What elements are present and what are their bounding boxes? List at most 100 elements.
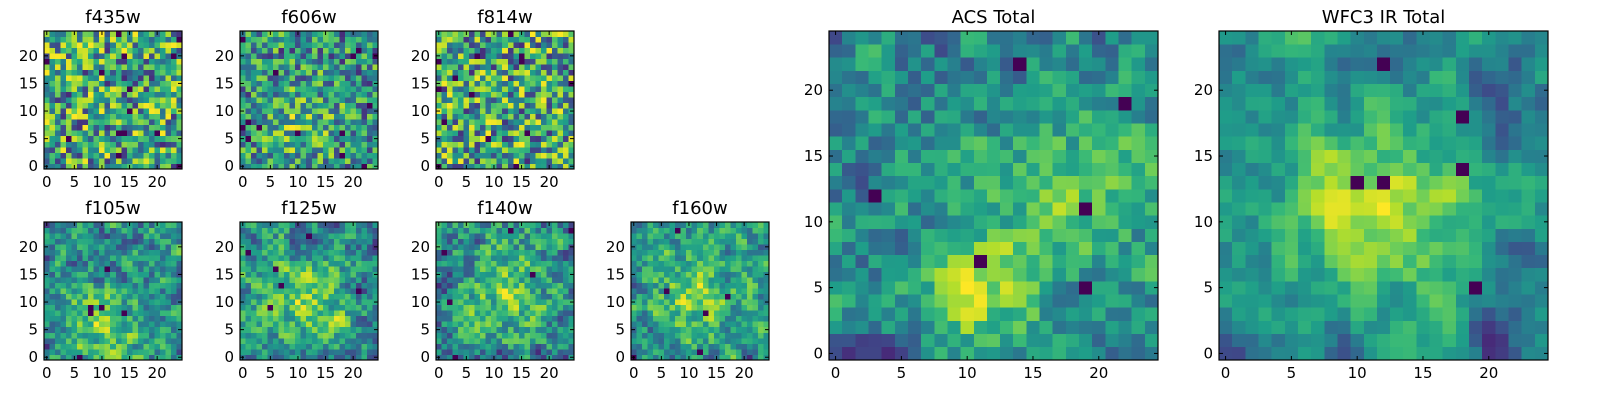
heatmap-cell — [137, 304, 144, 311]
heatmap-cell — [267, 304, 274, 311]
heatmap-cell — [99, 277, 106, 284]
heatmap-cell — [752, 282, 759, 289]
heatmap-cell — [447, 354, 453, 361]
heatmap-cell — [99, 91, 106, 98]
heatmap-cell — [311, 260, 318, 267]
heatmap-cell — [496, 47, 503, 54]
heatmap-cell — [71, 227, 78, 234]
heatmap-cell — [524, 282, 531, 289]
heatmap-cell — [66, 255, 72, 261]
heatmap-cell — [278, 163, 285, 170]
heatmap-cell — [93, 108, 100, 115]
heatmap-cell — [66, 271, 72, 278]
heatmap-cell — [267, 293, 274, 300]
heatmap-cell — [653, 293, 659, 300]
heatmap-cell — [170, 58, 177, 65]
heatmap-cell — [675, 304, 682, 311]
heatmap-cell — [485, 354, 492, 361]
heatmap-cell — [44, 337, 50, 344]
y-tick-label: 15 — [215, 74, 234, 92]
heatmap-cell — [452, 58, 459, 65]
heatmap-cell — [176, 277, 183, 284]
heatmap-cell — [452, 244, 459, 250]
heatmap-cell — [328, 157, 335, 164]
heatmap-cell — [463, 277, 470, 284]
heatmap-cell — [355, 249, 362, 256]
heatmap-cell — [372, 321, 379, 328]
heatmap-cell — [907, 254, 922, 269]
heatmap-cell — [921, 294, 935, 308]
heatmap-cell — [121, 260, 128, 267]
heatmap-cell — [474, 343, 481, 350]
heatmap-cell — [675, 288, 682, 295]
heatmap-cell — [300, 277, 307, 284]
heatmap-cell — [746, 244, 753, 250]
heatmap-cell — [306, 64, 313, 70]
heatmap-cell — [973, 333, 988, 348]
heatmap-cell — [82, 157, 89, 164]
heatmap-cell — [170, 354, 177, 361]
heatmap-cell — [372, 31, 379, 37]
heatmap-cell — [159, 135, 166, 142]
heatmap-cell — [165, 141, 172, 148]
heatmap-cell — [741, 304, 748, 311]
heatmap-cell — [507, 75, 514, 82]
heatmap-cell — [99, 113, 106, 120]
heatmap-cell — [333, 271, 340, 278]
heatmap-cell — [273, 227, 279, 234]
heatmap-cell — [366, 266, 373, 273]
heatmap-cell — [93, 321, 100, 328]
heatmap-cell — [176, 321, 183, 328]
heatmap-cell — [686, 321, 693, 328]
heatmap-cell — [99, 227, 106, 234]
heatmap-cell — [529, 42, 536, 48]
heatmap-cell — [44, 86, 50, 93]
heatmap-cell — [436, 152, 442, 159]
heatmap-cell — [868, 241, 882, 256]
heatmap-cell — [49, 326, 56, 333]
heatmap-cell — [55, 244, 61, 250]
heatmap-cell — [333, 277, 340, 284]
heatmap-cell — [746, 266, 753, 273]
heatmap-cell — [245, 53, 252, 59]
heatmap-cell — [491, 233, 498, 239]
heatmap-cell — [251, 97, 257, 104]
heatmap-cell — [273, 293, 279, 300]
heatmap-cell — [251, 326, 257, 333]
heatmap-cell — [436, 47, 442, 54]
heatmap-cell — [546, 108, 553, 115]
heatmap-cell — [126, 102, 133, 109]
heatmap-cell — [256, 277, 263, 284]
heatmap-cell — [148, 238, 155, 245]
heatmap-cell — [366, 64, 373, 70]
heatmap-cell — [447, 304, 453, 311]
heatmap-cell — [540, 233, 547, 239]
heatmap-cell — [262, 315, 268, 322]
heatmap-cell — [154, 244, 161, 250]
x-tick-label: 20 — [344, 173, 363, 191]
heatmap-cell — [719, 249, 726, 256]
heatmap-cell — [642, 233, 648, 239]
heatmap-cell — [328, 293, 335, 300]
heatmap-cell — [669, 293, 676, 300]
heatmap-cell — [496, 124, 503, 131]
heatmap-cell — [551, 304, 558, 311]
heatmap-cell — [441, 255, 448, 261]
heatmap-cell — [452, 130, 459, 137]
heatmap-cell — [126, 86, 133, 93]
heatmap-cell — [300, 266, 307, 273]
heatmap-cell — [708, 304, 715, 311]
heatmap-cell — [485, 288, 492, 295]
heatmap-cell — [568, 130, 575, 137]
heatmap-cell — [148, 75, 155, 82]
heatmap-cell — [71, 337, 78, 344]
heatmap-cell — [60, 97, 67, 104]
heatmap-cell — [104, 260, 111, 267]
heatmap-cell — [763, 343, 770, 350]
heatmap-cell — [535, 304, 542, 311]
heatmap-cell — [115, 102, 122, 109]
heatmap-cell — [675, 326, 682, 333]
x-tick-label: 5 — [462, 364, 472, 382]
heatmap-cell — [441, 141, 448, 148]
heatmap-cell — [115, 238, 122, 245]
